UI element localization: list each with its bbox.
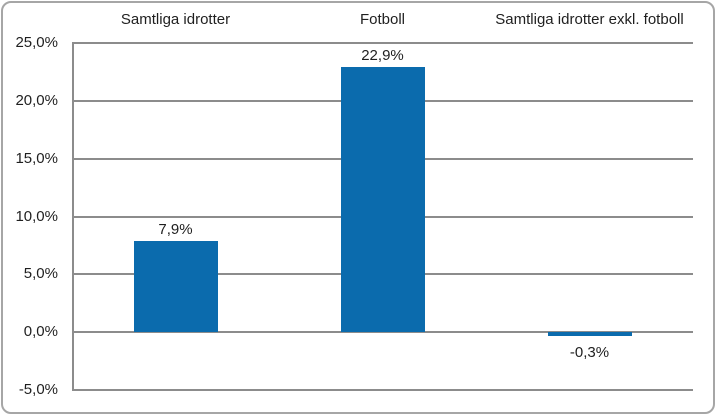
bar-0 — [133, 240, 218, 333]
y-tick-label: 5,0% — [23, 265, 58, 283]
gridline — [72, 389, 693, 391]
data-label-1: 22,9% — [361, 47, 404, 65]
y-axis: 25,0% 20,0% 15,0% 10,0% 5,0% 0,0% -5,0% — [0, 0, 58, 415]
plot-area: 7,9% 22,9% -0,3% — [72, 42, 693, 391]
y-tick-label: 25,0% — [15, 34, 58, 51]
category-axis: Samtliga idrotter Fotboll Samtliga idrot… — [72, 9, 693, 31]
bar-2 — [547, 332, 632, 336]
y-tick-label: -5,0% — [18, 381, 58, 398]
category-label-fotboll: Fotboll — [359, 11, 406, 28]
y-tick-label: 0,0% — [23, 323, 58, 341]
category-label-samtliga-idrotter-exkl-fotboll: Samtliga idrotter exkl. fotboll — [495, 11, 684, 28]
category-label-samtliga-idrotter: Samtliga idrotter — [120, 11, 231, 28]
data-label-0: 7,9% — [158, 220, 193, 238]
data-label-2: -0,3% — [569, 343, 610, 361]
y-tick-label: 15,0% — [15, 149, 58, 167]
gridline — [72, 42, 693, 44]
bar-1 — [340, 67, 425, 333]
y-tick-label: 20,0% — [15, 91, 58, 109]
y-tick-label: 10,0% — [15, 207, 58, 225]
gridline — [72, 331, 693, 334]
